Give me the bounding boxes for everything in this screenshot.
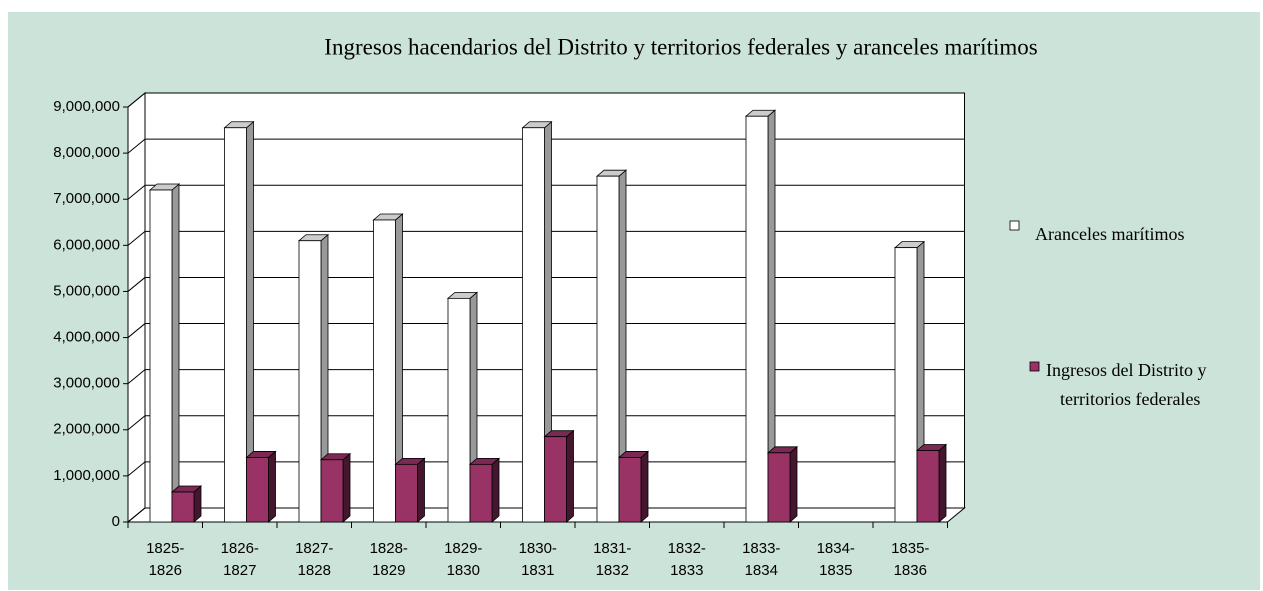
bar-side (789, 445, 798, 523)
y-tick-label: 4,000,000 (53, 329, 120, 346)
grid-line-side (127, 369, 146, 385)
bar (767, 452, 791, 523)
legend-label: Aranceles marítimos (1035, 224, 1184, 244)
x-tick-label: 1825-1826 (146, 540, 184, 579)
bar (596, 175, 620, 523)
y-tick-label: 0 (112, 513, 120, 530)
bar (447, 297, 471, 523)
bar (618, 457, 642, 523)
x-tick-label: 1835-1836 (891, 540, 929, 579)
x-tick-label: 1829-1830 (444, 540, 482, 579)
x-tick-label: 1832-1833 (668, 540, 706, 579)
legend-swatch (1029, 361, 1040, 372)
bar (149, 189, 173, 523)
y-tick-label: 5,000,000 (53, 282, 120, 299)
bar (894, 247, 918, 523)
y-tick-label: 1,000,000 (53, 467, 120, 484)
bar-side (342, 452, 351, 523)
grid-line-side (127, 323, 146, 338)
grid-line-side (127, 92, 146, 108)
grid-line-side (127, 461, 146, 477)
grid-line-side (127, 415, 146, 431)
grid-line-side (127, 138, 146, 154)
bar (320, 459, 344, 523)
bar (395, 463, 418, 523)
grid-line-side (127, 184, 146, 200)
x-tick-label: 1826-1827 (221, 540, 259, 579)
bar (745, 115, 769, 523)
bar (373, 219, 396, 523)
x-tick-label: 1831-1832 (593, 540, 631, 579)
y-tick-label: 6,000,000 (53, 236, 120, 253)
bar-side (417, 457, 425, 523)
bar (469, 463, 493, 523)
y-tick-label: 8,000,000 (53, 144, 120, 161)
bar (246, 457, 269, 523)
y-tick-label: 9,000,000 (53, 98, 120, 115)
bar (522, 127, 545, 523)
legend-swatch (1009, 220, 1020, 231)
bar-side (566, 429, 574, 523)
bar-side (268, 450, 276, 523)
y-tick-label: 3,000,000 (53, 375, 120, 392)
x-tick-label: 1830-1831 (519, 540, 557, 579)
grid-line-side (127, 277, 146, 292)
x-tick-label: 1828-1829 (370, 540, 408, 579)
bar (544, 436, 567, 523)
y-tick-label: 2,000,000 (53, 421, 120, 438)
chart-title: Ingresos hacendarios del Distrito y terr… (324, 34, 1037, 59)
legend-label: Ingresos del Distrito y territorios fede… (1046, 360, 1211, 409)
x-tick-label: 1834-1835 (817, 540, 855, 579)
x-tick-label: 1833-1834 (742, 540, 780, 579)
x-tick-label: 1827-1828 (295, 540, 333, 579)
bar-side (640, 450, 649, 523)
grid-line-side (127, 507, 146, 523)
bar (916, 450, 940, 523)
bar-side (171, 183, 180, 523)
y-tick-label: 7,000,000 (53, 190, 120, 207)
grid-line-side (127, 230, 146, 246)
bar (171, 491, 195, 523)
bar (224, 127, 247, 523)
bar-side (938, 443, 947, 523)
side-wall (127, 91, 146, 524)
bar-side (491, 457, 500, 523)
bar (298, 240, 322, 523)
